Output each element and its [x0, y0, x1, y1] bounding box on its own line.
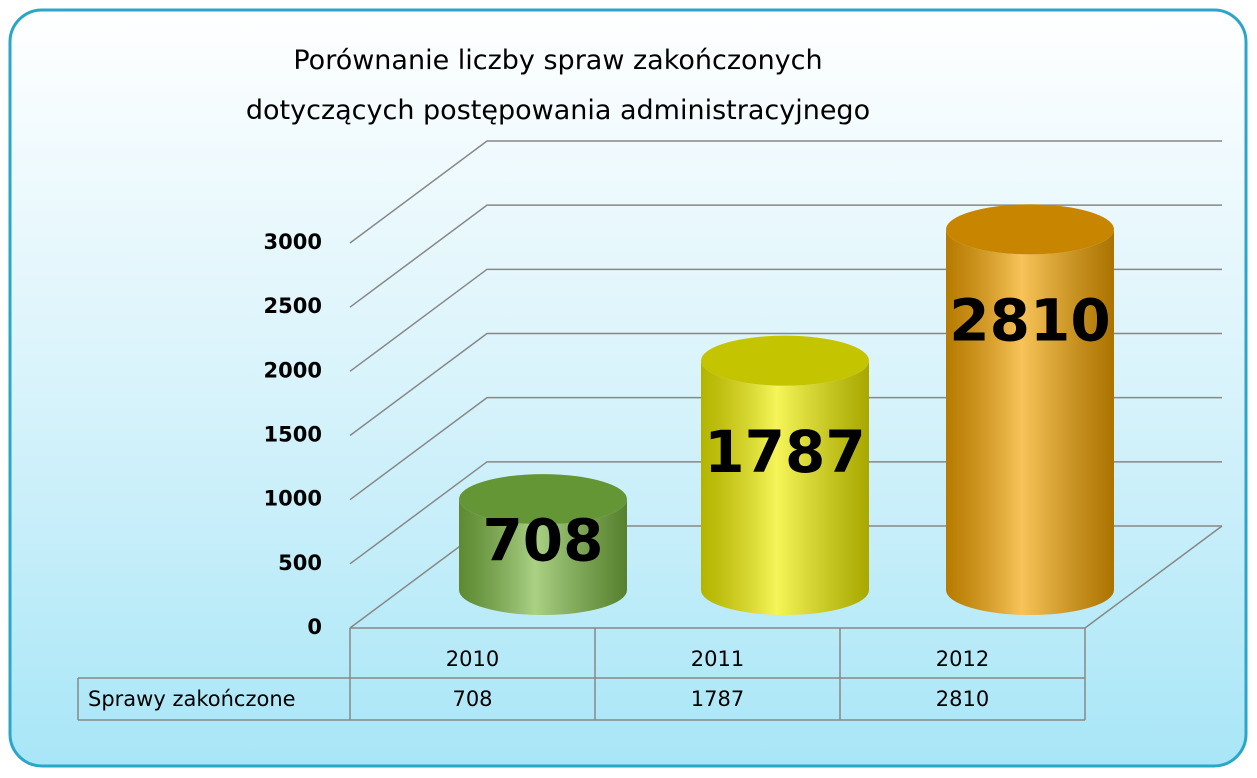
y-tick-label: 1500	[264, 423, 322, 447]
bar-top-shade	[459, 474, 627, 525]
y-tick-label: 3000	[264, 230, 322, 254]
bar-top-shade	[701, 335, 869, 386]
bar-shade	[946, 229, 1114, 615]
bar-top	[459, 474, 627, 525]
bar-shade	[701, 360, 869, 615]
grid-line	[349, 140, 1222, 244]
table-value: 2810	[936, 687, 989, 711]
y-tick-label: 2000	[264, 358, 322, 382]
table-value: 708	[452, 687, 492, 711]
data-label: 708	[482, 507, 603, 575]
grid-line	[349, 204, 1222, 308]
table-value: 1787	[691, 687, 744, 711]
y-tick-label: 2500	[264, 294, 322, 318]
x-tick-label: 2010	[446, 647, 499, 671]
x-tick-label: 2012	[936, 647, 989, 671]
table-row-label: Sprawy zakończone	[88, 687, 296, 711]
y-tick-label: 0	[307, 615, 322, 639]
plot: 0 500 1000 1500 2000 2500 3000 708 2010 708 1787 20…	[77, 140, 1223, 721]
bar-top-shade	[946, 204, 1114, 255]
data-label: 2810	[949, 286, 1110, 354]
bar-top	[946, 204, 1114, 255]
data-label: 1787	[704, 418, 865, 486]
x-tick-label: 2011	[691, 647, 744, 671]
y-tick-label: 500	[278, 551, 322, 575]
y-tick-label: 1000	[264, 487, 322, 511]
chart-title: Porównanie liczby spraw zakończonych dot…	[245, 45, 871, 126]
background	[8, 8, 1248, 768]
bar-top	[701, 335, 869, 386]
bar-shade	[459, 499, 627, 615]
